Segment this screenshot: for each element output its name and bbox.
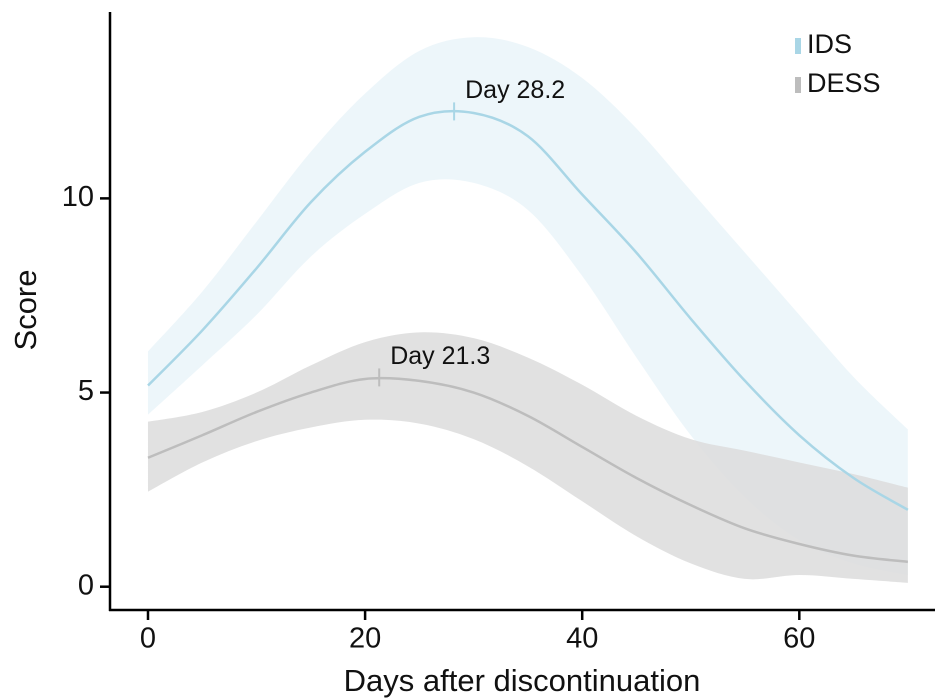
x-tick-label: 0	[140, 623, 156, 655]
x-tick-label: 40	[566, 623, 598, 655]
y-tick-label: 0	[78, 569, 94, 601]
legend-label: IDS	[807, 29, 852, 59]
x-axis-title: Days after discontinuation	[344, 663, 701, 698]
series-line	[147, 109, 909, 511]
confidence-band	[147, 332, 908, 583]
y-axis-title: Score	[8, 270, 43, 351]
legend-swatch	[795, 38, 801, 54]
peak-annotation: Day 21.3	[390, 342, 490, 370]
y-tick-label: 5	[78, 375, 94, 407]
legend-label: DESS	[807, 68, 881, 98]
peak-annotation: Day 28.2	[465, 76, 565, 104]
y-tick-label: 10	[62, 181, 94, 213]
x-tick-label: 20	[349, 623, 381, 655]
confidence-band	[147, 37, 908, 576]
series-line	[147, 376, 909, 564]
legend-swatch	[795, 77, 801, 93]
x-tick-label: 60	[783, 623, 815, 655]
